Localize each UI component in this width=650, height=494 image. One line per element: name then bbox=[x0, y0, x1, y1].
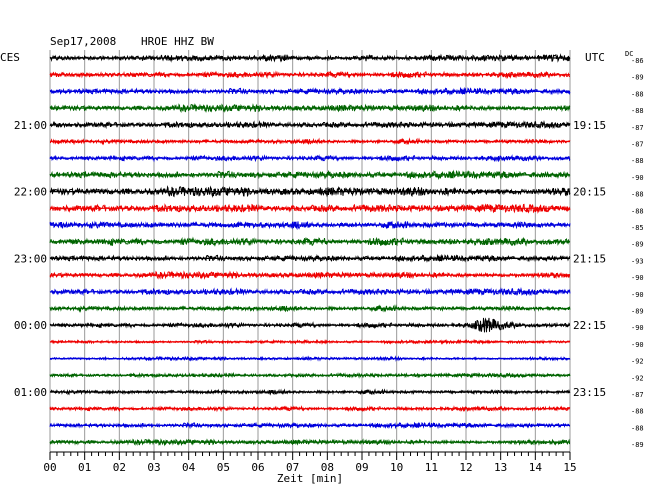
dc-offset-label: -88 bbox=[631, 408, 644, 416]
dc-offset-labels: -86 -89 -88 -88 -87 -87 -88 -90 -88 -88 -85 -89 -93 -… bbox=[631, 57, 644, 449]
x-tick-label: 07 bbox=[286, 461, 299, 474]
chart-station: HROE HHZ BW bbox=[141, 35, 214, 48]
dc-offset-label: -90 bbox=[631, 341, 644, 349]
time-labels: 21:00 19:15 22:00 20:15 23:00 21:15 00:00 22:15… bbox=[14, 119, 606, 399]
dc-offset-label: -89 bbox=[631, 308, 644, 316]
trace-row-15 bbox=[49, 287, 571, 297]
x-tick-label: 14 bbox=[529, 461, 543, 474]
left-time-label: 00:00 bbox=[14, 319, 47, 332]
dc-offset-label: -86 bbox=[631, 57, 644, 65]
dc-offset-label: -88 bbox=[631, 207, 644, 215]
x-tick-label: 02 bbox=[113, 461, 126, 474]
dc-offset-label: -88 bbox=[631, 157, 644, 165]
dc-offset-label: -93 bbox=[631, 257, 644, 265]
dc-offset-label: -87 bbox=[631, 141, 644, 149]
traces bbox=[49, 53, 571, 447]
x-tick-label: 05 bbox=[217, 461, 230, 474]
x-axis-ticks: 00 01 02 03 04 05 06 07 08 09 10 11 12 13 14 15 bbox=[43, 452, 577, 474]
x-tick-label: 11 bbox=[425, 461, 438, 474]
dc-offset-label: -92 bbox=[631, 374, 644, 382]
right-time-label: 20:15 bbox=[573, 186, 606, 199]
x-tick-label: 08 bbox=[321, 461, 334, 474]
right-time-label: 22:15 bbox=[573, 319, 606, 332]
grid-lines bbox=[49, 50, 571, 452]
dc-offset-label: -87 bbox=[631, 391, 644, 399]
dc-offset-label: -92 bbox=[631, 358, 644, 366]
x-tick-label: 00 bbox=[43, 461, 56, 474]
left-timezone-label: CES bbox=[0, 51, 20, 64]
dc-offset-label: -88 bbox=[631, 191, 644, 199]
dc-offset-label: -87 bbox=[631, 124, 644, 132]
dc-column-label: DC bbox=[625, 50, 633, 58]
dc-offset-label: -89 bbox=[631, 241, 644, 249]
dc-offset-label: -89 bbox=[631, 74, 644, 82]
dc-offset-label: -90 bbox=[631, 291, 644, 299]
dc-offset-label: -90 bbox=[631, 274, 644, 282]
x-tick-label: 13 bbox=[494, 461, 507, 474]
dc-offset-label: -85 bbox=[631, 224, 644, 232]
dc-offset-label: -88 bbox=[631, 90, 644, 98]
right-timezone-label: UTC bbox=[585, 51, 605, 64]
x-tick-label: 04 bbox=[182, 461, 196, 474]
dc-offset-label: -88 bbox=[631, 107, 644, 115]
right-time-label: 23:15 bbox=[573, 386, 606, 399]
x-axis-title: Zeit [min] bbox=[277, 472, 343, 485]
left-time-label: 01:00 bbox=[14, 386, 47, 399]
x-tick-label: 10 bbox=[390, 461, 403, 474]
x-tick-label: 03 bbox=[147, 461, 160, 474]
x-tick-label: 09 bbox=[355, 461, 368, 474]
dc-offset-label: -90 bbox=[631, 324, 644, 332]
trace-row-4 bbox=[49, 103, 571, 114]
dc-offset-label: -88 bbox=[631, 424, 644, 432]
left-time-label: 22:00 bbox=[14, 186, 47, 199]
dc-offset-label: -89 bbox=[631, 441, 644, 449]
x-tick-label: 06 bbox=[251, 461, 264, 474]
right-time-label: 21:15 bbox=[573, 252, 606, 265]
x-tick-label: 01 bbox=[78, 461, 91, 474]
left-time-label: 21:00 bbox=[14, 119, 47, 132]
x-tick-label: 12 bbox=[459, 461, 472, 474]
right-time-label: 19:15 bbox=[573, 119, 606, 132]
chart-date: Sep17,2008 bbox=[50, 35, 116, 48]
left-time-label: 23:00 bbox=[14, 252, 47, 265]
x-tick-label: 15 bbox=[563, 461, 576, 474]
dc-offset-label: -90 bbox=[631, 174, 644, 182]
